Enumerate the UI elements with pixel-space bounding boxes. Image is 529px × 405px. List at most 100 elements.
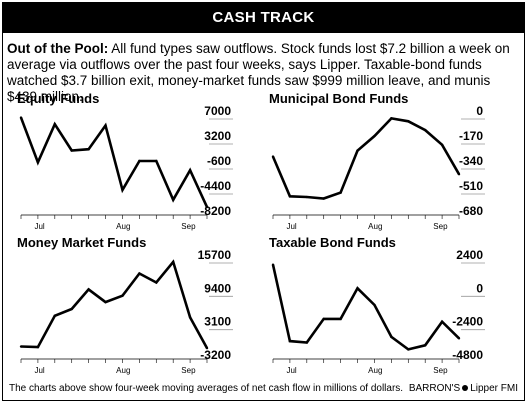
data-point [457, 337, 461, 340]
x-tick-label: Sep [181, 366, 196, 375]
x-tick-label: Sep [433, 366, 448, 375]
data-point [70, 149, 73, 152]
equity-funds-chart: 7000 3200 -600 -4400 -8200 Jul Aug Sep [19, 104, 233, 231]
data-point [138, 159, 141, 163]
data-point [155, 159, 158, 163]
data-point [104, 124, 107, 127]
series-line [271, 264, 460, 351]
municipal-bond-funds-panel: Municipal Bond Funds 0 -170 -340 -510 -680 Ju… [269, 91, 519, 231]
taxable-bond-funds-title: Taxable Bond Funds [269, 235, 396, 250]
y-tick-label: 15700 [198, 248, 232, 262]
data-point [121, 188, 124, 192]
data-point [440, 143, 444, 147]
data-point [155, 281, 158, 284]
footer-source: BARRON'S Lipper FMI [409, 383, 518, 394]
footer-note: The charts above show four-week moving a… [9, 383, 404, 394]
data-point [356, 287, 359, 290]
data-point [171, 260, 175, 264]
data-point [205, 346, 209, 350]
money-market-funds-title: Money Market Funds [17, 235, 147, 250]
municipal-bond-funds-title: Municipal Bond Funds [269, 91, 409, 106]
x-tick-label: Jul [286, 366, 296, 375]
x-tick-label: Sep [433, 222, 448, 231]
data-point [87, 288, 90, 291]
bullet-icon [462, 384, 469, 391]
series-line [20, 259, 209, 349]
data-point [407, 120, 410, 123]
y-tick-label: -510 [459, 179, 483, 193]
data-point [407, 348, 410, 351]
x-tick-label: Aug [368, 222, 382, 231]
lead-text: All fund types saw outflows. Stock funds… [7, 41, 510, 104]
x-tick-label: Aug [368, 366, 382, 375]
y-tick-label: -600 [207, 154, 231, 168]
data-point [305, 341, 309, 344]
data-point [423, 344, 427, 347]
municipal-bond-funds-chart: 0 -170 -340 -510 -680 Jul Aug Sep [271, 104, 485, 231]
x-tick-label: Jul [286, 222, 296, 231]
data-point [271, 155, 275, 158]
y-tick-label: 3200 [204, 129, 231, 143]
money-market-funds-chart: 15700 9400 3100 -3200 Jul Aug Sep [19, 248, 233, 375]
data-point [19, 116, 23, 119]
data-point [53, 314, 57, 318]
data-point [339, 317, 342, 321]
data-point [205, 205, 209, 209]
equity-funds-title: Equity Funds [17, 91, 100, 106]
data-point [356, 149, 359, 152]
data-point [373, 303, 376, 307]
data-point [188, 316, 192, 319]
y-tick-label: -4800 [452, 348, 483, 362]
data-point [36, 345, 40, 349]
data-point [339, 191, 342, 194]
y-tick-label: -340 [459, 154, 483, 168]
cash-track-figure: CASH TRACK Out of the Pool: All fund typ… [2, 2, 525, 401]
lead-heading: Out of the Pool: [7, 41, 109, 56]
lead-paragraph: Out of the Pool: All fund types saw outf… [7, 41, 519, 105]
x-tick-label: Jul [34, 366, 44, 375]
data-point [19, 345, 23, 348]
data-point [70, 307, 73, 311]
figure-header: CASH TRACK [3, 3, 524, 33]
data-point [322, 317, 325, 321]
y-tick-label: -4400 [200, 179, 231, 193]
y-tick-label: -3200 [200, 348, 231, 362]
data-point [440, 320, 444, 323]
source-lipper: Lipper FMI [470, 383, 518, 394]
source-barrons: BARRON'S [408, 383, 461, 394]
y-tick-label: 0 [476, 104, 483, 118]
equity-funds-panel: Equity Funds 7000 3200 -600 -4400 -8200 Jul Au… [17, 91, 267, 231]
x-tick-label: Aug [116, 366, 130, 375]
y-tick-label: -2400 [452, 315, 483, 329]
y-tick-label: -170 [459, 129, 483, 143]
data-point [322, 197, 325, 200]
x-tick-label: Sep [181, 222, 196, 231]
data-point [288, 195, 292, 198]
x-tick-label: Jul [34, 222, 44, 231]
y-tick-label: 7000 [204, 104, 231, 118]
taxable-bond-funds-chart: 2400 0 -2400 -4800 Jul Aug Sep [271, 248, 485, 375]
y-tick-label: -8200 [200, 204, 231, 218]
data-point [87, 147, 90, 151]
y-tick-label: -680 [459, 204, 483, 218]
series-line [19, 117, 209, 208]
data-point [305, 195, 309, 199]
series-line [271, 117, 461, 200]
y-tick-label: 3100 [204, 315, 231, 329]
data-point [390, 117, 393, 120]
data-point [288, 339, 292, 343]
data-point [390, 335, 393, 339]
money-market-funds-panel: Money Market Funds 15700 9400 3100 -3200 Jul… [17, 235, 267, 375]
data-point [373, 134, 376, 138]
data-point [188, 169, 192, 172]
data-point [138, 272, 141, 275]
y-tick-label: 9400 [204, 281, 231, 295]
data-point [271, 263, 275, 266]
y-tick-label: 0 [476, 281, 483, 295]
data-point [457, 173, 461, 176]
data-point [104, 300, 107, 304]
taxable-bond-funds-panel: Taxable Bond Funds 2400 0 -2400 -4800 Jul Aug… [269, 235, 519, 375]
data-point [423, 128, 427, 132]
data-point [121, 294, 124, 297]
y-tick-label: 2400 [456, 248, 483, 262]
